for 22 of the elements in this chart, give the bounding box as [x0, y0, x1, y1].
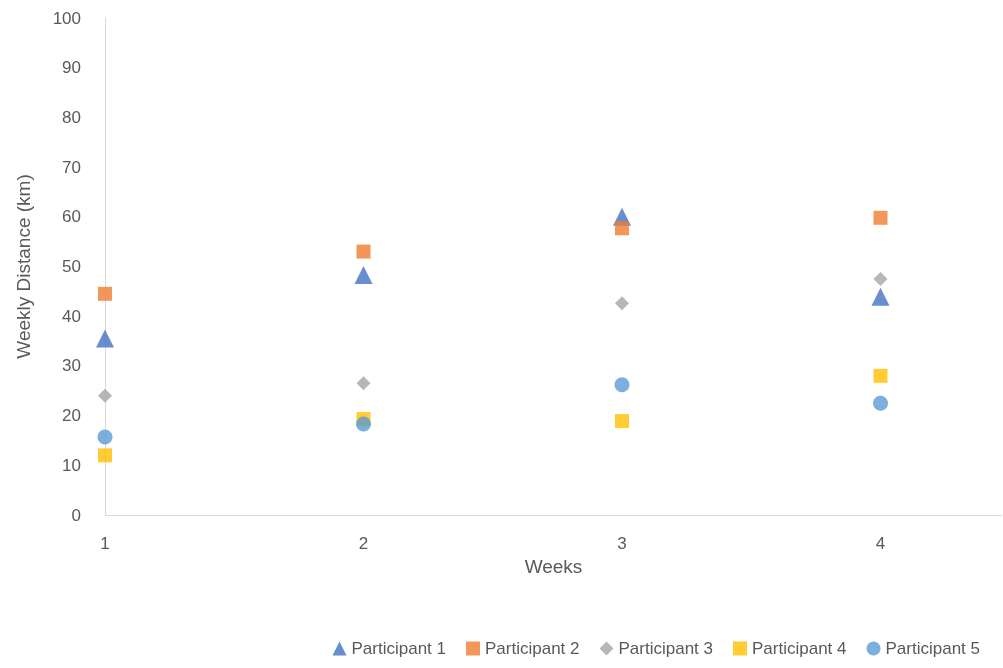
y-axis-title: Weekly Distance (km) — [13, 174, 34, 359]
x-axis-title: Weeks — [524, 555, 583, 577]
y-tick-label: 70 — [62, 157, 81, 177]
y-tick-label: 40 — [62, 306, 81, 326]
y-tick-label: 90 — [62, 58, 81, 78]
legend-label: Participant 3 — [618, 639, 714, 658]
y-tick-label: 100 — [52, 8, 81, 28]
y-tick-label: 10 — [62, 455, 81, 475]
y-tick-label: 30 — [62, 356, 81, 376]
y-tick-label: 60 — [62, 207, 81, 227]
legend-label: Participant 1 — [351, 639, 447, 658]
x-tick-label: 4 — [875, 534, 886, 553]
y-tick-label: 0 — [71, 505, 81, 525]
legend-label: Participant 2 — [485, 639, 580, 658]
x-tick-label: 2 — [358, 534, 369, 553]
y-tick-label: 50 — [62, 257, 81, 276]
x-tick-label: 1 — [100, 534, 110, 553]
y-tick-label: 80 — [62, 107, 81, 127]
legend-label: Participant 5 — [885, 639, 980, 658]
y-tick-label: 20 — [62, 406, 81, 426]
x-tick-label: 3 — [617, 534, 627, 553]
legend-label: Participant 4 — [752, 639, 847, 658]
